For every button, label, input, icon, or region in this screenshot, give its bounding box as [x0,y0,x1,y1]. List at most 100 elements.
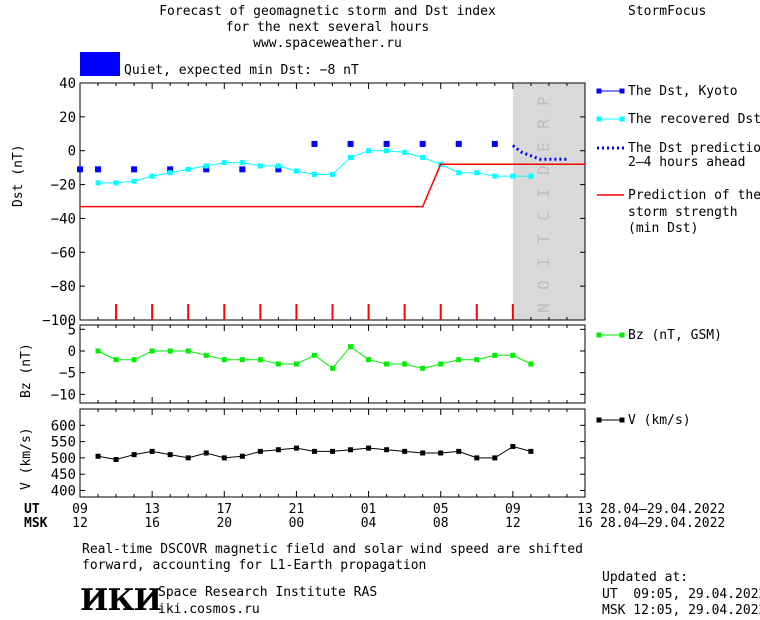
v-point [203,450,209,456]
dst-recovered-point [95,180,101,186]
y-tick-label: 500 [51,451,76,467]
v-point [257,448,263,454]
legend-kyoto-icon-marker [596,88,602,94]
v-point [420,450,426,456]
bz-point [330,365,335,371]
y-tick-label: −80 [51,279,76,295]
v-point [131,452,137,458]
y-tick-label: 550 [51,435,76,451]
v-point [330,448,335,454]
v-point [492,455,498,461]
y-tick-label: 0 [68,344,76,360]
prediction-letter: R [534,119,553,129]
dst-recovered-point [185,166,191,172]
bz-point [311,352,317,358]
dst-recovered-point [402,149,408,155]
legend-dst-kyoto: The Dst, Kyoto [628,84,738,99]
chart-title-line2: for the next several hours [225,20,430,35]
dst-recovered-point [366,148,372,154]
legend-recovered-icon-marker [619,116,625,122]
dst-kyoto-point [491,140,498,147]
bz-point [257,357,263,363]
msk-tick-label: 20 [216,516,233,531]
dst-kyoto-point [455,140,462,147]
legend-bz-icon-marker [596,332,602,338]
v-point [456,448,462,454]
dst-recovered-line [98,150,531,184]
footer-note-line1: Real-time DSCOVR magnetic field and sola… [82,542,583,557]
dst-recovered-point [528,173,534,179]
y-tick-label: 600 [51,418,76,434]
dst-kyoto-point [77,166,83,173]
ut-date-range: 28.04–29.04.2022 [600,502,726,517]
dst-recovered-point [311,171,317,177]
bz-point [348,344,354,350]
legend-bz: Bz (nT, GSM) [628,328,722,343]
msk-tick-label: 12 [72,516,88,531]
legend-kyoto-icon-marker [619,88,625,94]
dst-kyoto-point [131,166,138,173]
institute-site[interactable]: iki.cosmos.ru [158,602,260,617]
v-point [239,453,245,459]
v-point [95,453,101,459]
v-point [113,457,119,463]
bz-point [438,361,444,367]
prediction-letter: E [534,142,553,152]
prediction-letter: C [534,211,553,221]
dst-recovered-point [131,178,137,184]
bz-point [492,352,498,358]
legend-dst-prediction-1: The Dst prediction [628,141,760,156]
msk-tick-label: 08 [432,516,449,531]
v-point [221,455,227,461]
iki-logo[interactable]: ИКИ [80,583,162,618]
v-point [311,448,317,454]
bz-point [384,361,390,367]
y-tick-label: −40 [51,211,76,227]
chart-title-line1: Forecast of geomagnetic storm and Dst in… [159,4,496,19]
bz-point [420,365,426,371]
bz-point [402,361,408,367]
dst-recovered-point [474,170,480,176]
v-point [438,450,444,456]
v-point [348,447,354,453]
site-url[interactable]: www.spaceweather.ru [253,36,402,51]
v-point [510,443,516,449]
dst-recovered-point [420,154,426,160]
dst-kyoto-point [275,166,282,173]
v-point [528,448,534,454]
plot-frame [79,324,586,404]
dst-panel: P R E D I C T I O N 40 20 0 −20 −40 −60 −80 −100 [42,76,586,329]
ut-tick-label: 17 [216,502,233,517]
ut-axis-label: UT [24,502,40,517]
bz-point [95,348,101,354]
dst-recovered-point [239,160,245,166]
v-point [185,455,191,461]
bz-point [366,357,372,363]
msk-axis-label: MSK [24,516,48,531]
legend-storm-2: storm strength [628,205,738,220]
msk-date-range: 28.04–29.04.2022 [600,516,726,531]
dst-recovered-point [330,171,335,177]
bz-point [113,357,119,363]
ut-tick-label: 05 [432,502,449,517]
legend-dst-recovered: The recovered Dst [628,112,760,127]
ut-tick-label: 13 [144,502,160,517]
v-point [384,447,390,453]
msk-tick-label: 00 [288,516,305,531]
v-point [366,445,372,451]
dst-kyoto-point [203,166,210,173]
dst-recovered-point [221,160,227,166]
legend-icons [596,88,625,423]
msk-tick-label: 04 [360,516,377,531]
legend-storm-3: (min Dst) [628,221,699,236]
y-tick-label: −20 [51,178,76,194]
updated-label: Updated at: [602,570,689,585]
status-color-swatch [80,52,120,76]
prediction-letter: T [534,234,553,244]
bz-point [167,348,173,354]
bz-point [131,357,137,363]
institute-name[interactable]: Space Research Institute RAS [158,585,378,600]
dst-kyoto-point [95,166,102,173]
dst-kyoto-point [383,140,390,147]
legend-v: V (km/s) [628,413,691,428]
